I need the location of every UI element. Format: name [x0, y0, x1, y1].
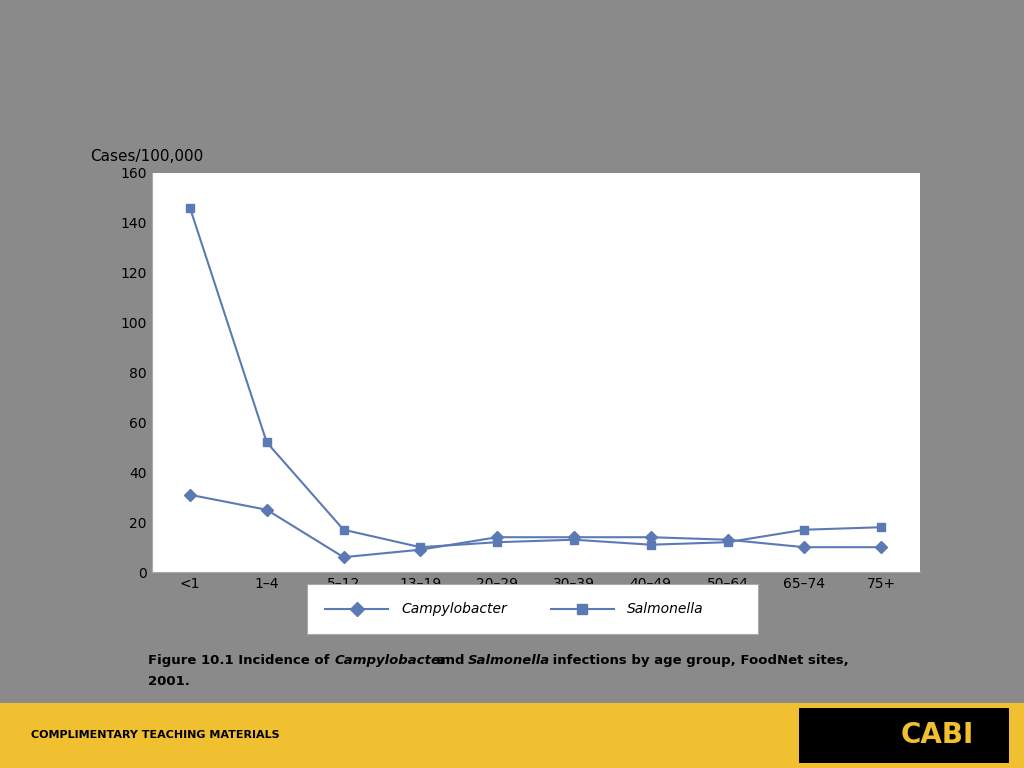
Campylobacter: [645, 533, 657, 542]
Text: COMPLIMENTARY TEACHING MATERIALS: COMPLIMENTARY TEACHING MATERIALS: [31, 730, 280, 740]
X-axis label: Age group (years): Age group (years): [467, 602, 604, 617]
Campylobacter: [338, 553, 350, 562]
Campylobacter: [414, 545, 427, 554]
Campylobacter: [722, 535, 734, 545]
Text: Salmonella: Salmonella: [627, 601, 703, 616]
Text: Campylobacter: Campylobacter: [401, 601, 508, 616]
Salmonella: [645, 540, 657, 549]
Bar: [799, 708, 1009, 763]
Campylobacter: [260, 505, 272, 515]
Salmonella: [567, 535, 580, 545]
Text: 2001.: 2001.: [148, 675, 190, 688]
Salmonella: [492, 538, 504, 547]
Text: Campylobacter: Campylobacter: [335, 654, 447, 667]
Campylobacter: [799, 542, 811, 551]
Campylobacter: [184, 490, 197, 499]
Campylobacter: [874, 542, 887, 551]
Text: Figure 10.1 Incidence of: Figure 10.1 Incidence of: [148, 654, 335, 667]
Text: Ⓒ: Ⓒ: [831, 719, 852, 752]
Text: Cases/100,000: Cases/100,000: [90, 149, 204, 164]
Salmonella: [874, 522, 887, 531]
Salmonella: [184, 203, 197, 212]
Campylobacter: [492, 533, 504, 542]
Salmonella: [722, 538, 734, 547]
Salmonella: [338, 525, 350, 535]
Salmonella: [414, 542, 427, 551]
Text: Salmonella: Salmonella: [468, 654, 550, 667]
Text: CABI: CABI: [900, 721, 974, 750]
Line: Campylobacter: Campylobacter: [185, 491, 886, 561]
Text: and: and: [432, 654, 469, 667]
Campylobacter: [567, 533, 580, 542]
Salmonella: [260, 438, 272, 447]
Text: infections by age group, FoodNet sites,: infections by age group, FoodNet sites,: [548, 654, 849, 667]
Salmonella: [799, 525, 811, 535]
Line: Salmonella: Salmonella: [185, 204, 886, 551]
